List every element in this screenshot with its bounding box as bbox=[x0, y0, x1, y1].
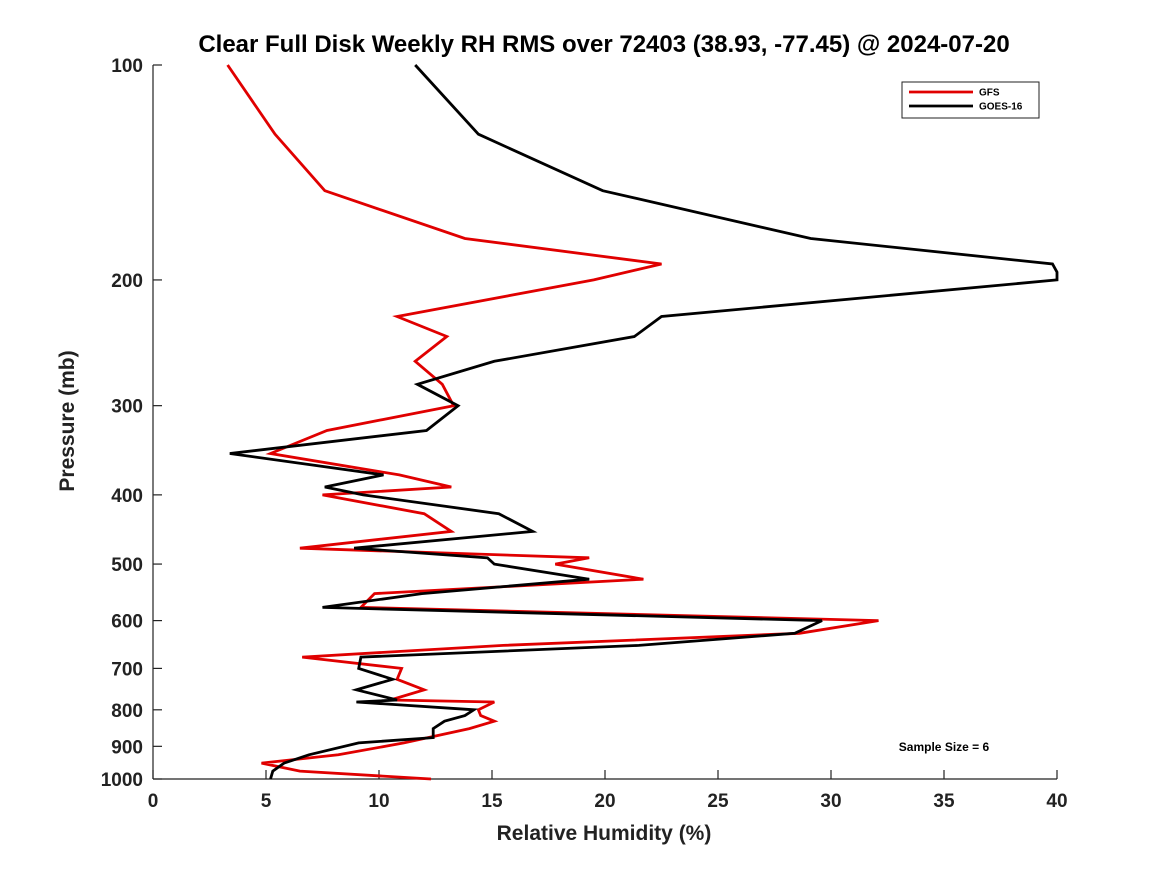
x-tick-label: 0 bbox=[148, 791, 159, 812]
y-tick-label: 800 bbox=[111, 701, 143, 722]
y-tick-label: 600 bbox=[111, 612, 143, 633]
series-line-goes-16 bbox=[229, 64, 1059, 780]
y-tick-label: 700 bbox=[111, 659, 143, 680]
y-tick-label: 400 bbox=[111, 486, 143, 507]
x-axis-label: Relative Humidity (%) bbox=[497, 822, 712, 845]
y-tick-label: 100 bbox=[111, 56, 143, 77]
sample-size-annotation: Sample Size = 6 bbox=[899, 740, 990, 754]
x-tick-label: 40 bbox=[1046, 791, 1067, 812]
x-tick-label: 15 bbox=[481, 791, 503, 812]
y-tick-label: 500 bbox=[111, 555, 143, 576]
x-tick-label: 35 bbox=[933, 791, 955, 812]
x-tick-label: 30 bbox=[820, 791, 841, 812]
legend-label-goes-16: GOES-16 bbox=[979, 102, 1023, 113]
plot-area: 0 5 10 15 20 25 30 35 40 100 200 300 400 500 600 700 80… bbox=[101, 56, 1068, 812]
x-tick-label: 25 bbox=[707, 791, 729, 812]
legend: GFS GOES-16 bbox=[901, 81, 1040, 119]
series-line-gfs bbox=[226, 64, 879, 781]
chart-title: Clear Full Disk Weekly RH RMS over 72403… bbox=[198, 31, 1009, 58]
y-tick-label: 1000 bbox=[101, 770, 143, 791]
y-axis-ticks: 100 200 300 400 500 600 700 800 900 1000 bbox=[101, 56, 162, 791]
x-tick-label: 20 bbox=[594, 791, 615, 812]
x-tick-label: 10 bbox=[368, 791, 389, 812]
y-tick-label: 900 bbox=[111, 737, 143, 758]
y-axis-label: Pressure (mb) bbox=[56, 350, 79, 491]
y-tick-label: 300 bbox=[111, 397, 143, 418]
legend-box bbox=[901, 81, 1040, 119]
legend-label-gfs: GFS bbox=[979, 88, 1000, 99]
x-axis-ticks: 0 5 10 15 20 25 30 35 40 bbox=[148, 770, 1068, 812]
series-lines bbox=[226, 64, 1059, 781]
x-tick-label: 5 bbox=[261, 791, 272, 812]
y-tick-label: 200 bbox=[111, 271, 143, 292]
